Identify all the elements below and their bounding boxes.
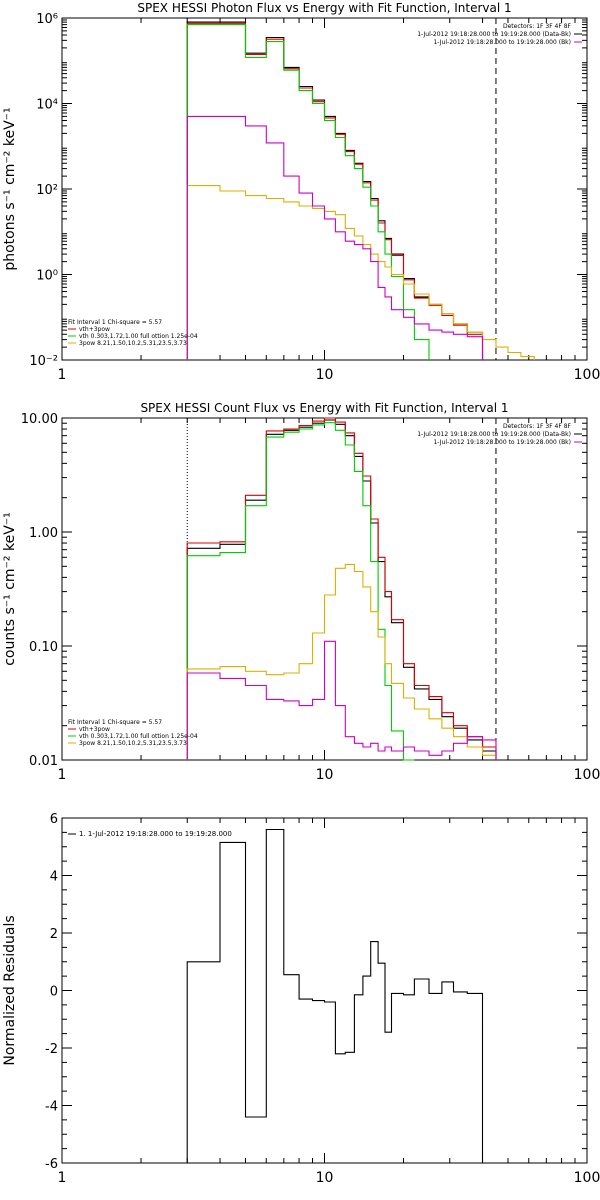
legend-header: Fit Interval 1 Chi-square = 5.57	[68, 319, 162, 326]
photon-flux-panel: SPEX HESSI Photon Flux vs Energy with Fi…	[2, 1, 600, 383]
y-tick-label: -4	[45, 1100, 58, 1115]
y-tick-label: 1.00	[29, 526, 58, 541]
y-tick-label: -2	[45, 1042, 58, 1057]
legend-label: vth 0.303,1.72,1.00 full ottion 1.25e-04	[79, 733, 198, 740]
chart-title: SPEX HESSI Count Flux vs Energy with Fit…	[140, 401, 508, 415]
series-data-line	[186, 419, 497, 760]
y-axis-label: Normalized Residuals	[2, 915, 18, 1065]
y-tick-label: 10⁻²	[29, 354, 58, 369]
legend-label: 3pow 8.21,1.50,10.2,5.31,23.5,3.73	[79, 740, 187, 747]
series-fit-line	[186, 417, 497, 760]
legend-header: Fit Interval 1 Chi-square = 5.57	[68, 719, 162, 726]
info-line: 1-Jul-2012 19:18:28.000 to 19:19:28.000 …	[417, 431, 571, 438]
x-tick-label: 1	[58, 1170, 67, 1186]
legend-label: vth+3pow	[79, 326, 110, 333]
legend-label: 1. 1-Jul-2012 19:18:28.000 to 19:19:28.0…	[79, 830, 232, 838]
x-tick-label: 1	[58, 767, 67, 783]
series-fit-line	[186, 22, 484, 360]
y-axis-label: photons s⁻¹ cm⁻² keV⁻¹	[2, 107, 18, 270]
x-tick-label: 100	[574, 767, 600, 783]
y-tick-label: 0	[50, 985, 58, 1000]
y-tick-label: -6	[45, 1157, 58, 1172]
y-axis-label: counts s⁻¹ cm⁻² keV⁻¹	[2, 512, 18, 666]
x-tick-label: 10	[316, 1170, 334, 1186]
y-tick-label: 0.01	[29, 754, 58, 769]
y-tick-label: 10⁰	[36, 269, 58, 284]
legend-label: vth 0.303,1.72,1.00 full ottion 1.25e-04	[79, 333, 198, 340]
series-vth-line	[186, 24, 430, 360]
y-tick-label: 10.00	[21, 412, 58, 427]
x-tick-label: 10	[316, 367, 334, 383]
series-bk-line	[186, 115, 484, 360]
info-line: 1-Jul-2012 19:18:28.000 to 19:19:28.000 …	[433, 39, 571, 46]
series-bk-line	[186, 640, 497, 760]
y-tick-label: 2	[50, 927, 58, 942]
y-tick-label: 4	[50, 870, 58, 885]
info-line: 1-Jul-2012 19:18:28.000 to 19:19:28.000 …	[417, 31, 571, 38]
chart-title: SPEX HESSI Photon Flux vs Energy with Fi…	[137, 1, 511, 15]
y-tick-label: 10⁶	[36, 12, 58, 27]
series-3pow-line	[186, 563, 497, 760]
legend-label: 3pow 8.21,1.50,10.2,5.31,23.5,3.73	[79, 340, 187, 347]
plot-frame	[61, 817, 588, 1164]
series-residuals-line	[186, 828, 484, 1163]
info-line: Detectors: 1F 3F 4F 8F	[503, 423, 572, 430]
plot-frame	[61, 417, 588, 761]
y-tick-label: 10²	[36, 183, 58, 198]
series-3pow-line	[186, 185, 535, 360]
x-tick-label: 100	[574, 1170, 600, 1186]
plot-frame	[61, 17, 588, 361]
residuals-panel: 1 10 100 -6 -4 -2 0 2 4 6 Normalized Residuals 1. 1…	[2, 812, 600, 1186]
x-tick-label: 1	[58, 367, 67, 383]
series-vth-line	[186, 422, 415, 761]
count-flux-panel: SPEX HESSI Count Flux vs Energy with Fit…	[2, 401, 600, 783]
legend-label: vth+3pow	[79, 726, 110, 733]
y-tick-label: 6	[50, 812, 58, 827]
info-line: Detectors: 1F 3F 4F 8F	[503, 23, 572, 30]
y-tick-label: 10⁴	[36, 98, 58, 113]
x-tick-label: 100	[574, 367, 600, 383]
info-line: 1-Jul-2012 19:18:28.000 to 19:19:28.000 …	[433, 439, 571, 446]
x-tick-label: 10	[316, 767, 334, 783]
y-tick-label: 0.10	[29, 640, 58, 655]
